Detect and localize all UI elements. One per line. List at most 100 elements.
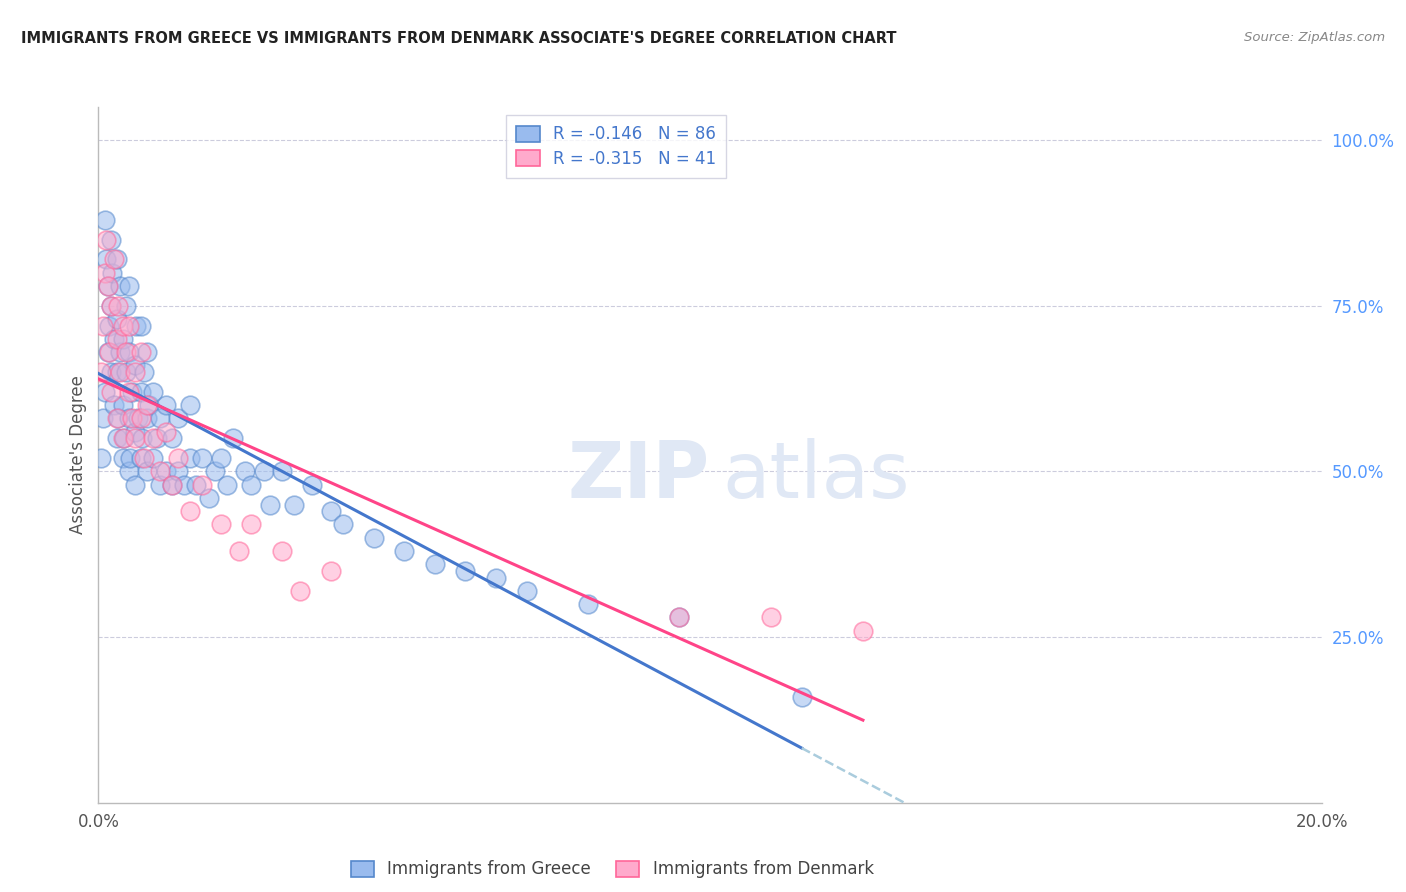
Point <box>319 564 342 578</box>
Point <box>191 477 214 491</box>
Point <box>90 365 112 379</box>
Point <box>100 299 122 313</box>
Point <box>103 332 125 346</box>
Point <box>160 431 183 445</box>
Point <box>215 477 238 491</box>
Point <box>97 345 120 359</box>
Point <box>240 477 263 491</box>
Point <box>270 465 292 479</box>
Point <box>98 345 121 359</box>
Point <box>129 411 152 425</box>
Point <box>90 451 112 466</box>
Point <box>138 398 160 412</box>
Text: IMMIGRANTS FROM GREECE VS IMMIGRANTS FROM DENMARK ASSOCIATE'S DEGREE CORRELATION: IMMIGRANTS FROM GREECE VS IMMIGRANTS FRO… <box>21 31 897 46</box>
Point <box>167 465 190 479</box>
Point <box>155 398 177 412</box>
Point <box>392 544 416 558</box>
Point <box>209 451 232 466</box>
Legend: Immigrants from Greece, Immigrants from Denmark: Immigrants from Greece, Immigrants from … <box>344 854 880 885</box>
Point <box>149 465 172 479</box>
Point <box>129 345 152 359</box>
Point <box>118 465 141 479</box>
Point <box>94 233 117 247</box>
Point <box>115 345 138 359</box>
Point <box>124 359 146 373</box>
Point <box>97 279 120 293</box>
Point <box>100 365 122 379</box>
Point <box>111 431 134 445</box>
Point <box>120 451 142 466</box>
Point <box>179 451 201 466</box>
Point <box>124 431 146 445</box>
Point <box>363 531 385 545</box>
Point <box>91 318 114 333</box>
Point <box>124 365 146 379</box>
Point <box>125 318 148 333</box>
Point <box>91 411 114 425</box>
Point <box>103 252 125 267</box>
Point <box>852 624 875 638</box>
Point <box>118 411 141 425</box>
Point <box>118 279 141 293</box>
Point <box>149 477 172 491</box>
Point <box>105 312 128 326</box>
Point <box>115 299 138 313</box>
Point <box>155 425 177 439</box>
Point <box>134 365 156 379</box>
Point <box>160 477 183 491</box>
Point <box>108 365 131 379</box>
Point <box>124 477 146 491</box>
Point <box>136 465 159 479</box>
Point <box>228 544 250 558</box>
Point <box>97 279 120 293</box>
Point <box>105 365 128 379</box>
Point <box>145 431 167 445</box>
Point <box>423 558 446 572</box>
Point <box>191 451 214 466</box>
Point <box>270 544 292 558</box>
Point <box>668 610 690 624</box>
Point <box>105 411 128 425</box>
Point <box>105 332 128 346</box>
Point <box>173 477 195 491</box>
Point <box>319 504 342 518</box>
Point <box>759 610 782 624</box>
Point <box>454 564 477 578</box>
Point <box>485 570 508 584</box>
Point <box>129 451 152 466</box>
Point <box>197 491 219 505</box>
Point <box>93 212 115 227</box>
Point <box>127 411 149 425</box>
Point <box>100 233 122 247</box>
Point <box>204 465 226 479</box>
Point <box>100 384 122 399</box>
Point <box>222 431 245 445</box>
Point <box>142 384 165 399</box>
Point <box>111 451 134 466</box>
Point <box>155 465 177 479</box>
Point <box>105 431 128 445</box>
Point <box>121 411 143 425</box>
Point <box>124 425 146 439</box>
Point <box>233 465 256 479</box>
Point <box>290 583 312 598</box>
Point <box>108 279 131 293</box>
Point <box>93 384 115 399</box>
Point <box>118 345 141 359</box>
Point <box>136 345 159 359</box>
Point <box>111 398 134 412</box>
Point <box>108 345 131 359</box>
Point <box>112 431 135 445</box>
Point <box>516 583 538 598</box>
Point <box>107 411 129 425</box>
Point <box>121 384 143 399</box>
Point <box>118 384 141 399</box>
Point <box>131 431 153 445</box>
Point <box>142 431 165 445</box>
Point <box>142 451 165 466</box>
Point <box>167 451 190 466</box>
Point <box>209 517 232 532</box>
Point <box>252 465 274 479</box>
Point <box>134 451 156 466</box>
Text: Source: ZipAtlas.com: Source: ZipAtlas.com <box>1244 31 1385 45</box>
